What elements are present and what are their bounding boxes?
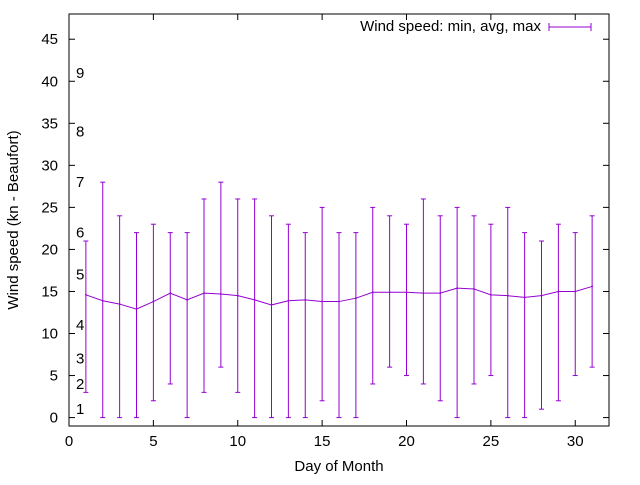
beaufort-label: 9: [76, 65, 84, 82]
y-tick-label: 0: [50, 410, 58, 427]
beaufort-labels: 1 2 3 4 5 6 7 8 9: [76, 65, 84, 418]
y-tick-label: 35: [41, 115, 58, 132]
avg-point: [557, 290, 560, 293]
avg-point: [169, 292, 172, 295]
avg-point: [506, 294, 509, 297]
x-tick-label: 5: [149, 433, 157, 450]
avg-point: [253, 298, 256, 301]
x-tick-label: 0: [65, 433, 73, 450]
avg-point: [489, 293, 492, 296]
avg-point: [203, 292, 205, 295]
avg-point: [186, 298, 189, 301]
beaufort-label: 1: [76, 401, 84, 418]
avg-point: [371, 291, 374, 294]
x-tick-label: 25: [483, 433, 500, 450]
y-tick-label: 20: [41, 241, 58, 258]
x-tick-label: 10: [229, 433, 246, 450]
series-layer: [83, 181, 595, 419]
avg-point: [422, 292, 425, 295]
y-tick-label: 5: [50, 368, 58, 385]
legend: Wind speed: min, avg, max: [360, 18, 592, 35]
beaufort-label: 3: [76, 351, 84, 368]
y-tick-label: 10: [41, 326, 58, 343]
beaufort-label: 2: [76, 376, 84, 393]
avg-point: [439, 292, 442, 295]
y-tick-label: 25: [41, 199, 58, 216]
y-tick-label: 40: [41, 73, 58, 90]
beaufort-label: 7: [76, 174, 84, 191]
avg-point: [473, 288, 475, 290]
avg-point: [219, 293, 222, 295]
avg-point: [118, 303, 121, 305]
legend-label: Wind speed: min, avg, max: [360, 18, 541, 35]
x-tick-label: 30: [567, 433, 584, 450]
plot-frame: [68, 13, 610, 427]
avg-point: [321, 300, 324, 303]
beaufort-label: 6: [76, 225, 84, 242]
avg-point: [540, 294, 543, 297]
x-tick-label: 15: [314, 433, 331, 450]
avg-point: [338, 300, 340, 303]
avg-point: [591, 285, 594, 288]
beaufort-label: 8: [76, 124, 84, 141]
y-tick-label: 30: [41, 157, 58, 174]
x-axis-label: Day of Month: [294, 458, 383, 475]
avg-point: [270, 304, 273, 306]
avg-point: [456, 287, 459, 290]
avg-point: [405, 291, 408, 294]
x-tick-label: 20: [398, 433, 415, 450]
avg-point: [523, 296, 526, 299]
avg-point: [152, 300, 155, 303]
avg-point: [236, 294, 239, 297]
y-axis-label: Wind speed (kn - Beaufort): [5, 130, 22, 309]
y-tick-label: 15: [41, 283, 58, 300]
avg-point: [287, 299, 290, 302]
avg-point: [388, 291, 391, 294]
avg-point: [135, 308, 138, 311]
avg-point: [574, 290, 577, 293]
beaufort-label: 5: [76, 267, 84, 284]
avg-point: [101, 299, 104, 302]
beaufort-label: 4: [76, 317, 84, 334]
y-tick-label: 45: [41, 31, 58, 48]
avg-point: [354, 297, 357, 300]
avg-point: [84, 293, 87, 296]
avg-point: [304, 298, 307, 301]
